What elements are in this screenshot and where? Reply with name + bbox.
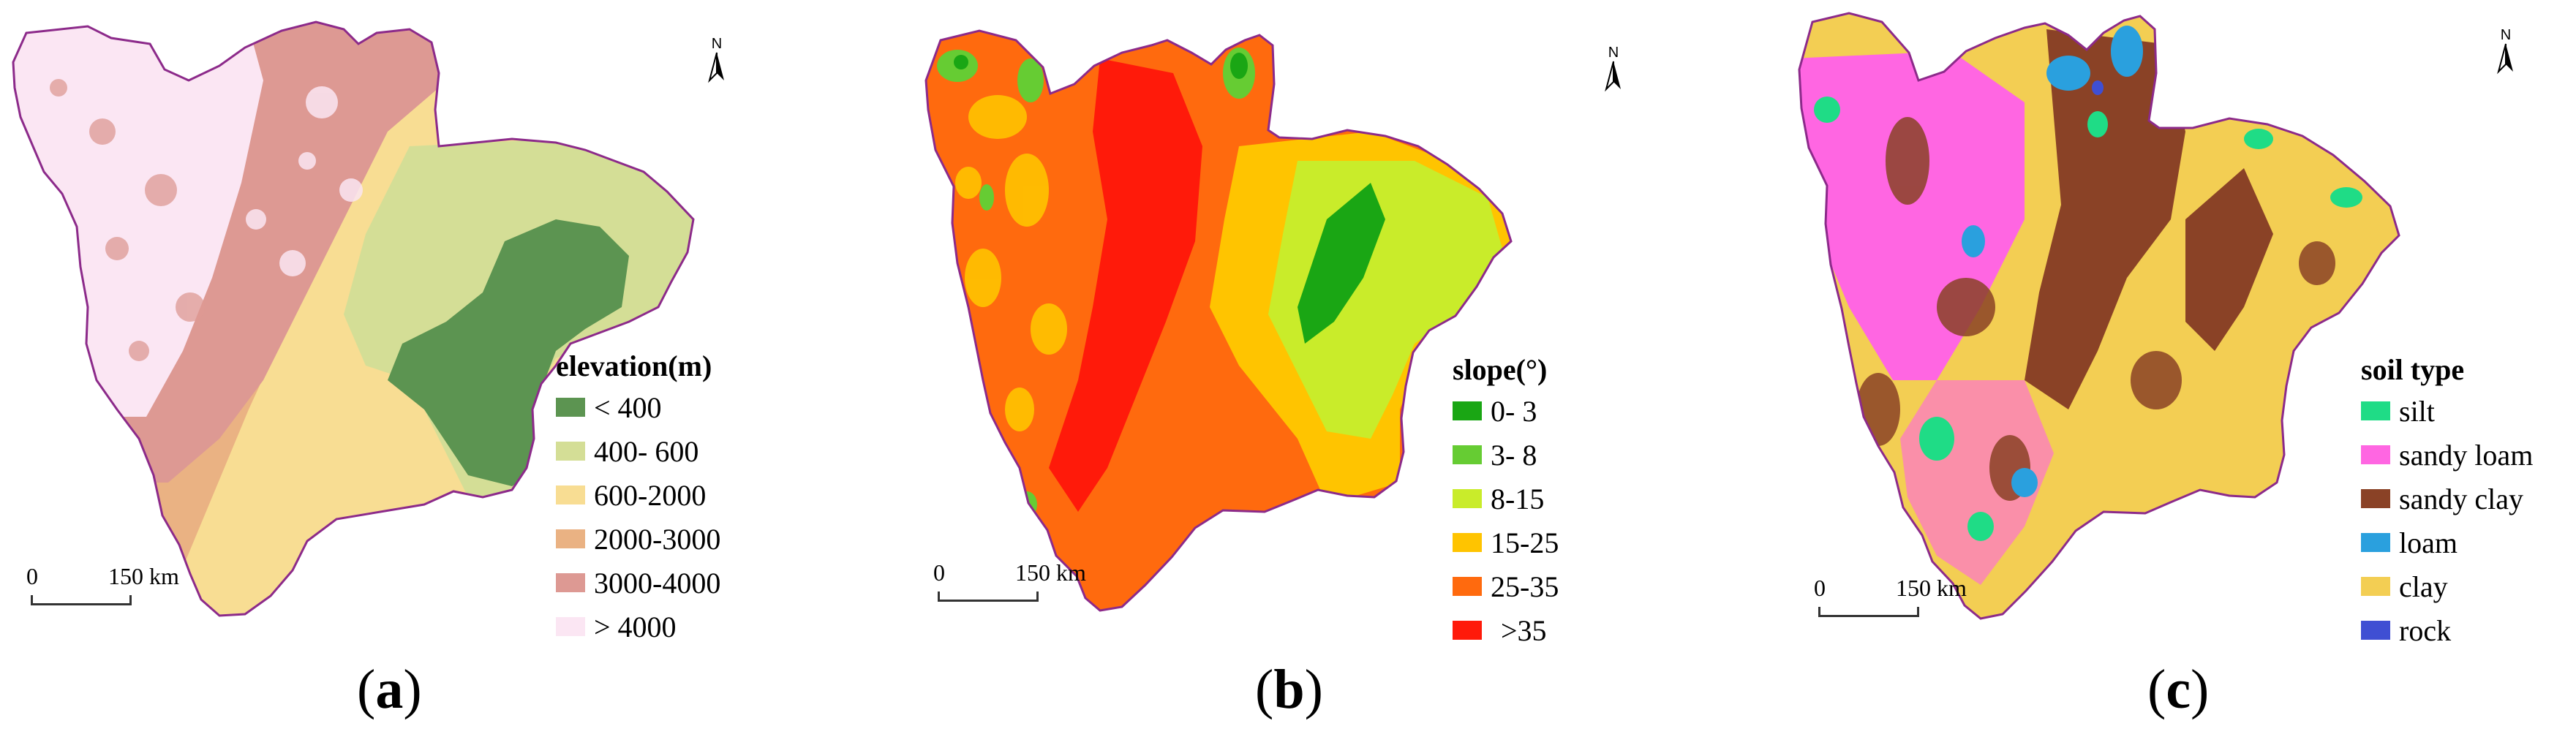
legend-item: 600-2000	[556, 473, 720, 517]
caption-paren: (	[357, 659, 376, 720]
legend-label: >35	[1501, 613, 1547, 647]
legend-label: 2000-3000	[594, 522, 721, 556]
north-arrow-icon	[2497, 43, 2513, 75]
panel-caption: (a)	[357, 658, 422, 722]
legend-label: clay	[2399, 570, 2448, 603]
legend-label: silt	[2399, 394, 2435, 428]
caption-paren: )	[1304, 659, 1323, 720]
scale-bar: 0 150 km	[1814, 575, 1967, 626]
slope-map	[924, 29, 1513, 612]
scale-line	[938, 592, 1039, 602]
north-arrow-icon	[708, 52, 724, 83]
caption-paren: (	[1255, 659, 1274, 720]
caption-letter: b	[1273, 659, 1305, 720]
legend-item: 3- 8	[1453, 433, 1559, 477]
legend-item: 25-35	[1453, 564, 1559, 608]
scale-distance-label: 150 km	[1015, 559, 1086, 586]
legend-swatch	[556, 617, 585, 636]
legend-swatch	[2361, 401, 2390, 420]
caption-letter: a	[375, 659, 404, 720]
scale-line	[31, 595, 132, 605]
legend-swatch	[2361, 577, 2390, 596]
legend-label: 3- 8	[1491, 438, 1537, 472]
legend-swatch	[1453, 489, 1482, 508]
legend-swatch	[556, 573, 585, 592]
legend-swatch	[556, 485, 585, 504]
legend-swatch	[556, 442, 585, 461]
legend-label: sandy loam	[2399, 438, 2534, 472]
legend-swatch	[1453, 577, 1482, 596]
legend-swatch	[1453, 621, 1482, 640]
legend-label: 25-35	[1491, 570, 1559, 603]
legend-item: sandy loam	[2361, 433, 2533, 477]
scale-zero-label: 0	[1814, 575, 1826, 601]
legend-swatch	[2361, 489, 2390, 508]
map-legend: soil type silt sandy loam sandy clay loa…	[2361, 351, 2533, 652]
legend-label: rock	[2399, 613, 2452, 647]
legend-swatch	[556, 398, 585, 417]
legend-item: sandy clay	[2361, 477, 2533, 521]
caption-paren: )	[403, 659, 422, 720]
legend-title: soil type	[2361, 353, 2465, 386]
legend-title: elevation(m)	[556, 349, 712, 382]
legend-swatch	[2361, 445, 2390, 464]
legend-label: sandy clay	[2399, 482, 2523, 515]
caption-paren: )	[2191, 659, 2210, 720]
panel-caption: (c)	[2147, 658, 2209, 722]
north-arrow: N	[702, 37, 731, 87]
north-label: N	[711, 36, 723, 52]
scale-bar: 0 150 km	[933, 559, 1086, 611]
legend-swatch	[1453, 533, 1482, 552]
legend-label: 3000-4000	[594, 566, 721, 600]
scale-distance-label: 150 km	[1896, 575, 1967, 601]
legend-item: 400- 600	[556, 429, 720, 473]
legend-item: 0- 3	[1453, 389, 1559, 433]
scale-zero-label: 0	[26, 563, 38, 589]
scale-distance-label: 150 km	[108, 563, 179, 589]
legend-swatch	[2361, 533, 2390, 552]
legend-label: < 400	[594, 390, 662, 424]
map-legend: elevation(m) < 400 400- 600 600-2000 200…	[556, 347, 720, 649]
panel-caption: (b)	[1255, 658, 1323, 722]
legend-label: 400- 600	[594, 434, 699, 468]
scale-line	[1818, 607, 1919, 617]
scale-zero-label: 0	[933, 559, 945, 586]
caption-paren: (	[2147, 659, 2166, 720]
legend-item: < 400	[556, 385, 720, 429]
legend-swatch	[556, 529, 585, 548]
soil-type-map	[1798, 12, 2400, 620]
panel-elevation: N elevation(m) < 400 400- 600 600-2000 2…	[0, 0, 859, 737]
scale-bar: 0 150 km	[26, 563, 179, 614]
map-legend: slope(°) 0- 3 3- 8 8-15 15-25 25-35 >35	[1453, 351, 1559, 652]
legend-item: 3000-4000	[556, 561, 720, 605]
north-arrow: N	[1599, 45, 1628, 96]
legend-label: 600-2000	[594, 478, 707, 512]
legend-label: 0- 3	[1491, 394, 1537, 428]
legend-label: > 4000	[594, 610, 677, 643]
legend-item: loam	[2361, 521, 2533, 564]
legend-item: >35	[1453, 608, 1559, 652]
legend-swatch	[1453, 445, 1482, 464]
north-arrow-icon	[1605, 61, 1621, 92]
legend-item: 15-25	[1453, 521, 1559, 564]
legend-item: 2000-3000	[556, 517, 720, 561]
legend-item: > 4000	[556, 605, 720, 649]
legend-item: rock	[2361, 608, 2533, 652]
legend-label: loam	[2399, 526, 2458, 559]
legend-item: clay	[2361, 564, 2533, 608]
north-label: N	[1608, 45, 1619, 61]
legend-label: 8-15	[1491, 482, 1545, 515]
legend-item: 8-15	[1453, 477, 1559, 521]
panel-slope: N slope(°) 0- 3 3- 8 8-15 15-25 25-35 >3…	[859, 0, 1717, 737]
legend-label: 15-25	[1491, 526, 1559, 559]
elevation-map	[12, 20, 695, 617]
panel-soil-type: N soil type silt sandy loam sandy clay l…	[1717, 0, 2576, 737]
legend-item: silt	[2361, 389, 2533, 433]
legend-swatch	[1453, 401, 1482, 420]
caption-letter: c	[2166, 659, 2191, 720]
north-arrow: N	[2491, 28, 2520, 78]
north-label: N	[2500, 27, 2512, 43]
legend-swatch	[2361, 621, 2390, 640]
legend-title: slope(°)	[1453, 353, 1548, 386]
